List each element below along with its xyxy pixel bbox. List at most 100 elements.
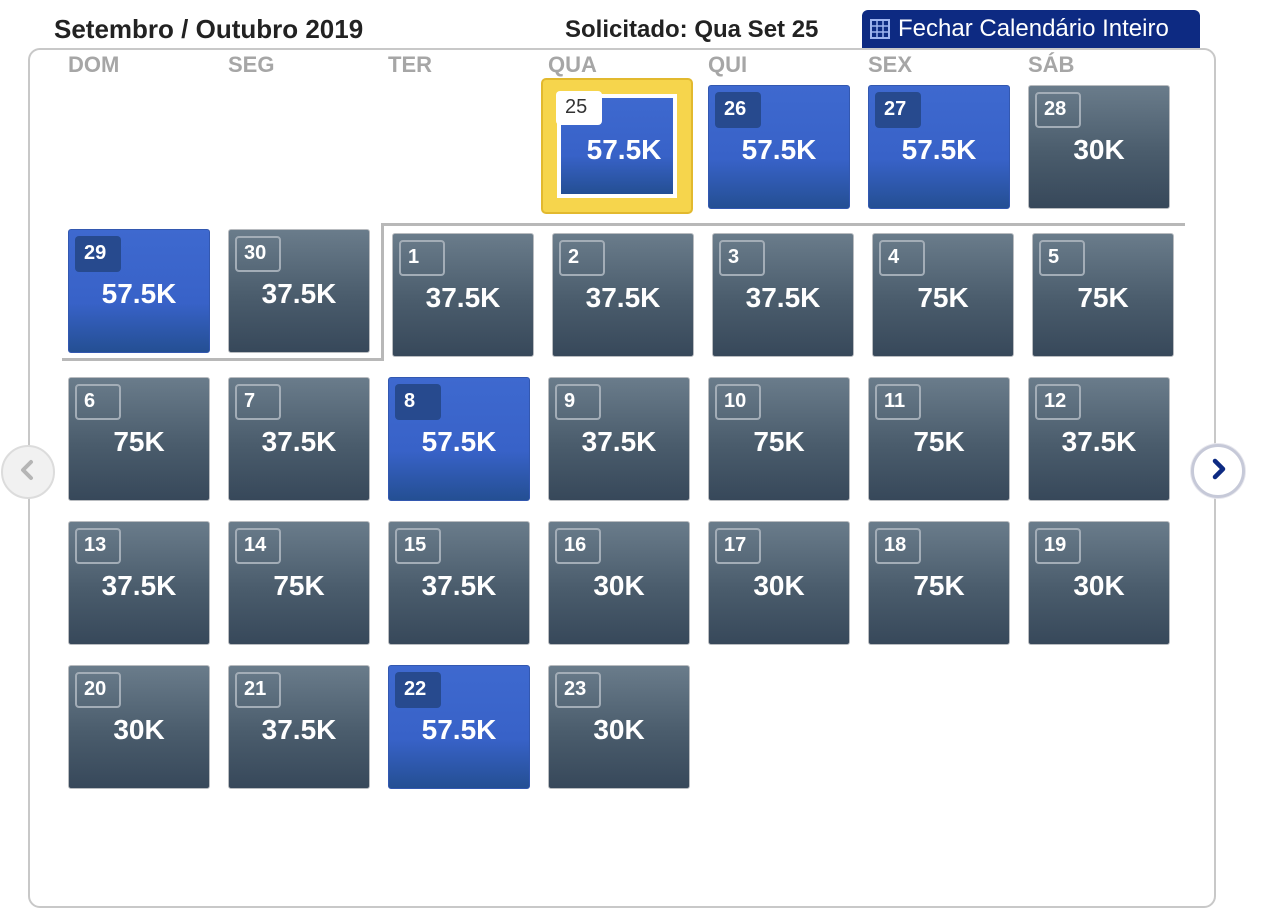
day-number: 5 [1039, 240, 1085, 276]
month-divider [381, 223, 1185, 226]
day-number: 19 [1035, 528, 1081, 564]
weekday-wed: QUA [548, 52, 597, 77]
day-price: 57.5K [741, 134, 817, 165]
day-cell[interactable]: 21 37.5K [228, 665, 370, 789]
day-cell[interactable]: 20 30K [68, 665, 210, 789]
day-price: 75K [917, 282, 969, 313]
day-price: 75K [273, 570, 325, 601]
day-price: 75K [913, 426, 965, 457]
day-number: 17 [715, 528, 761, 564]
day-number: 26 [715, 92, 761, 128]
day-price: 37.5K [101, 570, 177, 601]
day-price: 75K [753, 426, 805, 457]
day-number: 28 [1035, 92, 1081, 128]
day-number: 3 [719, 240, 765, 276]
day-cell[interactable]: 19 30K [1028, 521, 1170, 645]
day-number: 15 [395, 528, 441, 564]
day-number: 23 [555, 672, 601, 708]
day-cell[interactable]: 6 75K [68, 377, 210, 501]
day-cell[interactable]: 17 30K [708, 521, 850, 645]
day-price: 30K [1073, 570, 1125, 601]
day-cell[interactable]: 30 37.5K [228, 229, 370, 353]
day-number: 2 [559, 240, 605, 276]
day-price: 75K [913, 570, 965, 601]
weekday-sun: DOM [68, 52, 120, 77]
previous-month-button[interactable] [1, 445, 55, 499]
day-number: 16 [555, 528, 601, 564]
day-number: 22 [395, 672, 441, 708]
day-price: 57.5K [586, 134, 662, 165]
day-cell[interactable]: 7 37.5K [228, 377, 370, 501]
day-price: 57.5K [901, 134, 977, 165]
day-cell[interactable]: 3 37.5K [712, 233, 854, 357]
day-cell[interactable]: 4 75K [872, 233, 1014, 357]
day-number: 7 [235, 384, 281, 420]
day-price: 37.5K [1061, 426, 1137, 457]
day-price: 37.5K [585, 282, 661, 313]
day-number: 18 [875, 528, 921, 564]
day-cell[interactable]: 29 57.5K [68, 229, 210, 353]
day-price: 75K [113, 426, 165, 457]
weekday-mon: SEG [228, 52, 275, 77]
day-number: 30 [235, 236, 281, 272]
chevron-left-icon [17, 459, 39, 486]
day-number: 1 [399, 240, 445, 276]
day-price: 57.5K [101, 278, 177, 309]
weekday-fri: SEX [868, 52, 913, 77]
day-price: 30K [1073, 134, 1125, 165]
day-number: 21 [235, 672, 281, 708]
weekday-sat: SÁB [1028, 52, 1075, 77]
day-number: 25 [556, 91, 602, 125]
day-price: 30K [113, 714, 165, 745]
day-number: 20 [75, 672, 121, 708]
day-number: 8 [395, 384, 441, 420]
day-price: 37.5K [421, 570, 497, 601]
day-cell[interactable]: 10 75K [708, 377, 850, 501]
day-number: 29 [75, 236, 121, 272]
day-cell[interactable]: 11 75K [868, 377, 1010, 501]
day-price: 30K [753, 570, 805, 601]
day-price: 30K [593, 570, 645, 601]
day-cell[interactable]: 1 37.5K [392, 233, 534, 357]
calendar-grid-icon [870, 19, 890, 39]
day-number: 11 [875, 384, 921, 420]
day-cell[interactable]: 15 37.5K [388, 521, 530, 645]
day-cell[interactable]: 13 37.5K [68, 521, 210, 645]
day-price: 37.5K [581, 426, 657, 457]
day-number: 12 [1035, 384, 1081, 420]
day-cell[interactable]: 8 57.5K [388, 377, 530, 501]
day-number: 6 [75, 384, 121, 420]
day-cell[interactable]: 22 57.5K [388, 665, 530, 789]
month-divider [381, 223, 384, 361]
day-price: 37.5K [261, 714, 337, 745]
day-price: 57.5K [421, 714, 497, 745]
day-cell[interactable]: 5 75K [1032, 233, 1174, 357]
day-price: 57.5K [421, 426, 497, 457]
day-number: 4 [879, 240, 925, 276]
day-price: 37.5K [261, 426, 337, 457]
day-cell[interactable]: 18 75K [868, 521, 1010, 645]
day-cell[interactable]: 2 37.5K [552, 233, 694, 357]
day-cell[interactable]: 14 75K [228, 521, 370, 645]
day-cell[interactable]: 9 37.5K [548, 377, 690, 501]
month-divider [62, 358, 384, 361]
day-number: 27 [875, 92, 921, 128]
day-cell[interactable]: 28 30K [1028, 85, 1170, 209]
chevron-right-icon [1207, 458, 1229, 485]
day-cell[interactable]: 23 30K [548, 665, 690, 789]
day-price: 37.5K [425, 282, 501, 313]
day-cell-selected[interactable]: 25 57.5K [541, 78, 693, 214]
day-cell[interactable]: 16 30K [548, 521, 690, 645]
day-number: 14 [235, 528, 281, 564]
close-calendar-label: Fechar Calendário Inteiro [898, 15, 1169, 42]
close-calendar-button[interactable]: Fechar Calendário Inteiro [862, 10, 1200, 48]
day-cell[interactable]: 26 57.5K [708, 85, 850, 209]
weekday-thu: QUI [708, 52, 748, 77]
day-cell[interactable]: 27 57.5K [868, 85, 1010, 209]
day-price: 37.5K [261, 278, 337, 309]
next-month-button[interactable] [1191, 444, 1245, 498]
day-price: 75K [1077, 282, 1129, 313]
day-price: 30K [593, 714, 645, 745]
day-cell[interactable]: 12 37.5K [1028, 377, 1170, 501]
weekday-tue: TER [388, 52, 432, 77]
